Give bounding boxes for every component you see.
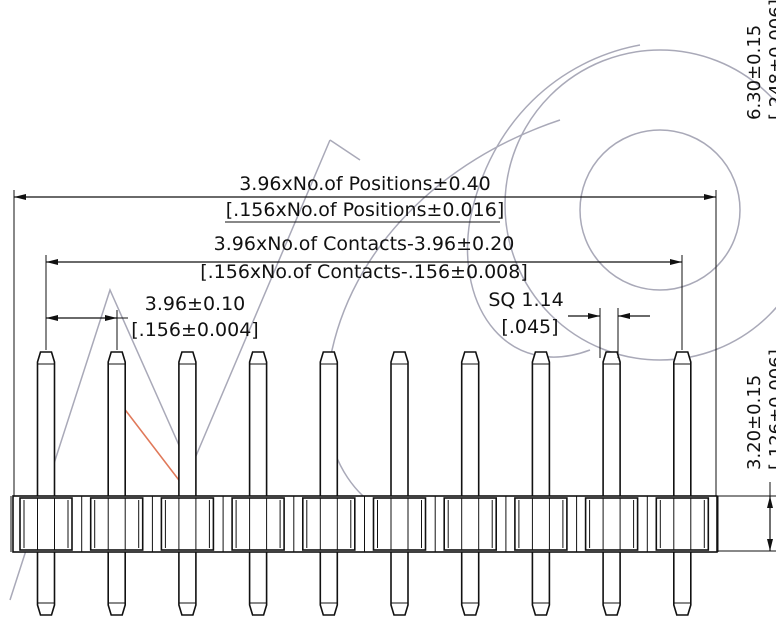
height-top-in-label: [.248±0.006] (766, 0, 776, 120)
housing-segment (372, 497, 427, 551)
housing-segment (514, 497, 568, 551)
housing (10, 495, 719, 553)
pitch-mm-label: 3.96±0.10 (145, 293, 246, 315)
pin (248, 351, 268, 616)
height-top-mm-label: 6.30±0.15 (744, 25, 765, 120)
housing-segment (89, 497, 144, 551)
contacts-mm-label: 3.96xNo.of Contacts-3.96±0.20 (214, 233, 515, 255)
pin (602, 351, 621, 616)
dimension-lines (13, 190, 776, 552)
height-pin-mm-label: 3.20±0.15 (744, 375, 765, 470)
pin (390, 351, 409, 616)
housing-segment (584, 497, 639, 551)
sq-mm-label: SQ 1.14 (488, 289, 563, 311)
housing-segment (160, 497, 215, 551)
pitch-in-label: [.156±0.004] (131, 319, 258, 341)
sq-in-label: [.045] (501, 316, 558, 338)
pin (460, 351, 480, 616)
housing-segment (19, 497, 73, 551)
pins (36, 351, 692, 616)
housing-segment (443, 497, 498, 551)
overall-in-label: [.156xNo.of Positions±0.016] (226, 199, 504, 221)
pin (673, 351, 692, 616)
overall-mm-label: 3.96xNo.of Positions±0.40 (239, 173, 491, 195)
pin (107, 351, 126, 616)
height-pin-in-label: [.126±0.006] (766, 349, 776, 470)
pin (531, 351, 551, 616)
pin (36, 351, 56, 616)
housing-segment (231, 497, 285, 551)
contacts-in-label: [.156xNo.of Contacts-.156±0.008] (200, 261, 528, 283)
dimension-labels: 3.96xNo.of Positions±0.40 [.156xNo.of Po… (131, 0, 776, 470)
housing-segment (655, 497, 710, 551)
pin (319, 351, 339, 616)
housing-segment (301, 497, 356, 551)
pin (178, 351, 197, 616)
